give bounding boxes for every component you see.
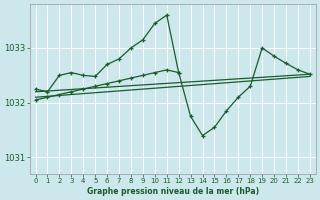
X-axis label: Graphe pression niveau de la mer (hPa): Graphe pression niveau de la mer (hPa) [87,187,259,196]
